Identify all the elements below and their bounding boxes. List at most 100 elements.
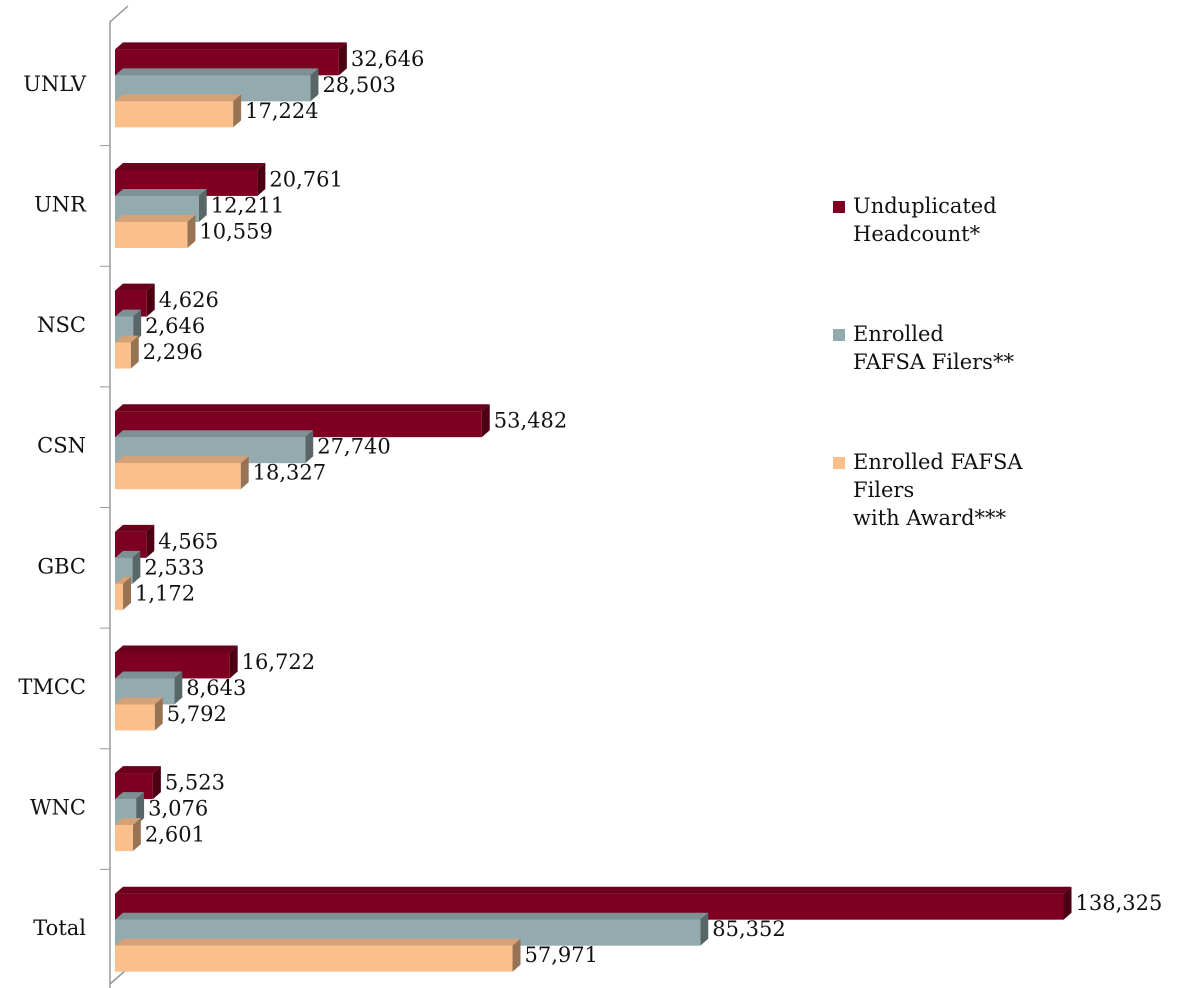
bar-side	[136, 792, 145, 826]
legend-item: Unduplicated Headcount*	[833, 192, 1153, 320]
bar-top	[115, 886, 1072, 894]
bar-side	[174, 671, 183, 705]
bar-side	[240, 456, 249, 490]
bar-top	[115, 188, 207, 196]
data-label: 85,352	[712, 917, 785, 941]
bar-side	[146, 524, 155, 558]
data-label: 5,523	[165, 771, 225, 795]
bar	[115, 583, 124, 610]
data-label: 5,792	[167, 702, 227, 726]
data-label: 53,482	[494, 409, 567, 433]
data-label: 10,559	[199, 219, 272, 243]
bar	[115, 101, 234, 128]
bar-side	[233, 94, 242, 128]
data-label: 2,533	[144, 555, 204, 579]
data-label: 28,503	[322, 73, 395, 97]
bar	[115, 221, 188, 248]
bar-top	[115, 818, 141, 826]
data-label: 27,740	[317, 435, 390, 459]
bar-top	[115, 792, 145, 800]
y-tick-label: NSC	[37, 313, 86, 337]
data-label: 2,296	[143, 340, 203, 364]
bar-side	[132, 550, 141, 584]
bar-side	[481, 404, 490, 438]
data-label: 3,076	[148, 797, 208, 821]
bar	[115, 825, 133, 852]
y-tick-label: GBC	[37, 554, 86, 578]
bar-top	[115, 309, 142, 317]
data-label: 32,646	[351, 47, 424, 71]
bar-top	[115, 550, 141, 558]
bar-side	[130, 335, 139, 369]
data-label: 8,643	[186, 676, 246, 700]
bar-side	[187, 214, 196, 248]
legend: Unduplicated Headcount* Enrolled FAFSA Fi…	[833, 192, 1153, 576]
bar-top	[115, 697, 163, 705]
bar-top	[115, 576, 132, 584]
y-tick-label: WNC	[30, 796, 86, 820]
y-tick-label: CSN	[37, 434, 86, 458]
data-label: 2,646	[145, 314, 205, 338]
bar-top	[115, 456, 249, 464]
bar-top	[115, 671, 183, 679]
legend-swatch	[833, 201, 845, 213]
data-label: 4,626	[159, 288, 219, 312]
bar-side	[154, 697, 163, 731]
legend-label: Unduplicated Headcount*	[853, 194, 997, 246]
bar-side	[338, 42, 347, 76]
bar-top	[115, 214, 196, 222]
data-label: 57,971	[525, 943, 598, 967]
data-label: 12,211	[211, 193, 284, 217]
bar-side	[123, 576, 132, 610]
axis-wall	[109, 5, 129, 988]
bar-top	[115, 335, 139, 343]
bar-side	[512, 938, 521, 972]
bar	[115, 463, 241, 490]
data-label: 1,172	[135, 581, 195, 605]
legend-item: Enrolled FAFSA Filers**	[833, 320, 1153, 448]
bar-top	[115, 766, 161, 774]
data-label: 138,325	[1076, 891, 1163, 915]
bar-top	[115, 938, 521, 946]
data-label: 18,327	[253, 461, 326, 485]
y-tick-label: Total	[33, 916, 86, 940]
bar	[115, 945, 513, 972]
bar-side	[229, 645, 238, 679]
bar-side	[152, 766, 161, 800]
bar-side	[132, 818, 141, 852]
bar-top	[115, 645, 238, 653]
y-tick-label: UNR	[34, 192, 87, 216]
legend-label: Enrolled FAFSA Filers**	[853, 322, 1014, 374]
data-label: 2,601	[145, 823, 205, 847]
bar-top	[115, 430, 314, 438]
y-tick-label: UNLV	[23, 72, 87, 96]
bar-side	[305, 430, 314, 464]
bar-top	[115, 912, 709, 920]
bar-top	[115, 524, 155, 532]
bar-side	[700, 912, 709, 946]
bar-top	[115, 68, 319, 76]
bar-top	[115, 162, 266, 170]
data-label: 16,722	[242, 650, 315, 674]
bar-top	[115, 404, 490, 412]
bar-side	[310, 68, 319, 102]
bar-side	[146, 283, 155, 317]
data-label: 20,761	[269, 167, 342, 191]
legend-swatch	[833, 329, 845, 341]
bar-top	[115, 94, 242, 102]
axis-wall	[109, 969, 127, 985]
bar-top	[115, 283, 155, 291]
bar-side	[257, 162, 266, 196]
bar	[115, 342, 131, 369]
data-label: 4,565	[158, 529, 218, 553]
bar-side	[1063, 886, 1072, 920]
bar-side	[133, 309, 142, 343]
legend-item: Enrolled FAFSA Filers with Award***	[833, 448, 1153, 576]
bar	[115, 704, 155, 731]
y-tick-label: TMCC	[18, 675, 86, 699]
bar-top	[115, 42, 347, 50]
legend-swatch	[833, 457, 845, 469]
bar-side	[198, 188, 207, 222]
